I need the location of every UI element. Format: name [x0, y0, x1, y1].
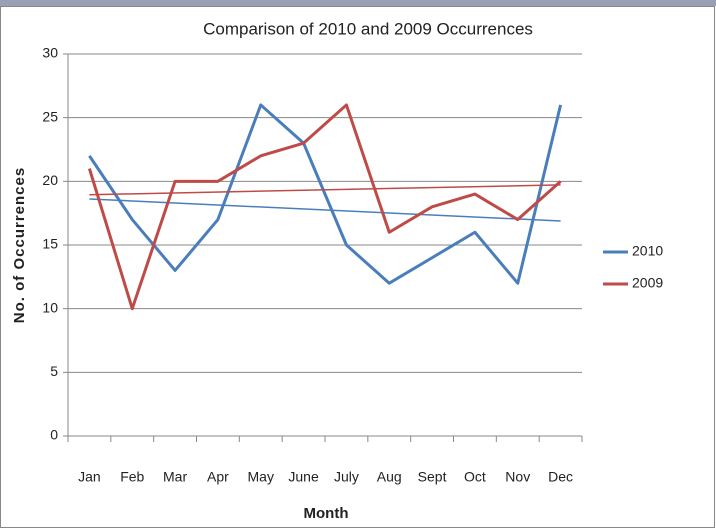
x-tick-label: Sept [418, 469, 447, 485]
x-tick-label: Apr [207, 469, 229, 485]
x-tick-label: Mar [163, 469, 187, 485]
y-tick-label: 20 [42, 172, 58, 188]
frame [0, 6, 715, 528]
chart-title: Comparison of 2010 and 2009 Occurrences [203, 19, 533, 38]
y-axis-title: No. of Occurrences [11, 167, 28, 323]
y-tick-label: 15 [42, 236, 58, 252]
y-tick-label: 25 [42, 108, 58, 124]
top-bar [0, 0, 716, 6]
x-tick-label: Aug [377, 469, 402, 485]
y-tick-label: 0 [50, 427, 58, 443]
series-line [88, 103, 563, 285]
x-tick-label: June [288, 469, 319, 485]
x-tick-label: July [334, 469, 359, 485]
x-tick-label: Nov [505, 469, 530, 485]
legend-label: 2009 [632, 275, 663, 291]
x-tick-label: Feb [120, 469, 144, 485]
series-line [87, 103, 562, 311]
x-axis-title: Month [304, 505, 349, 522]
trend-line [89, 184, 561, 196]
x-tick-label: Jan [78, 469, 101, 485]
y-tick-label: 5 [50, 363, 58, 379]
legend-label: 2010 [632, 243, 663, 259]
x-tick-label: Dec [548, 469, 573, 485]
y-tick-label: 10 [42, 299, 58, 315]
x-tick-label: May [248, 469, 274, 485]
y-tick-label: 30 [42, 45, 58, 61]
x-tick-label: Oct [464, 469, 486, 485]
